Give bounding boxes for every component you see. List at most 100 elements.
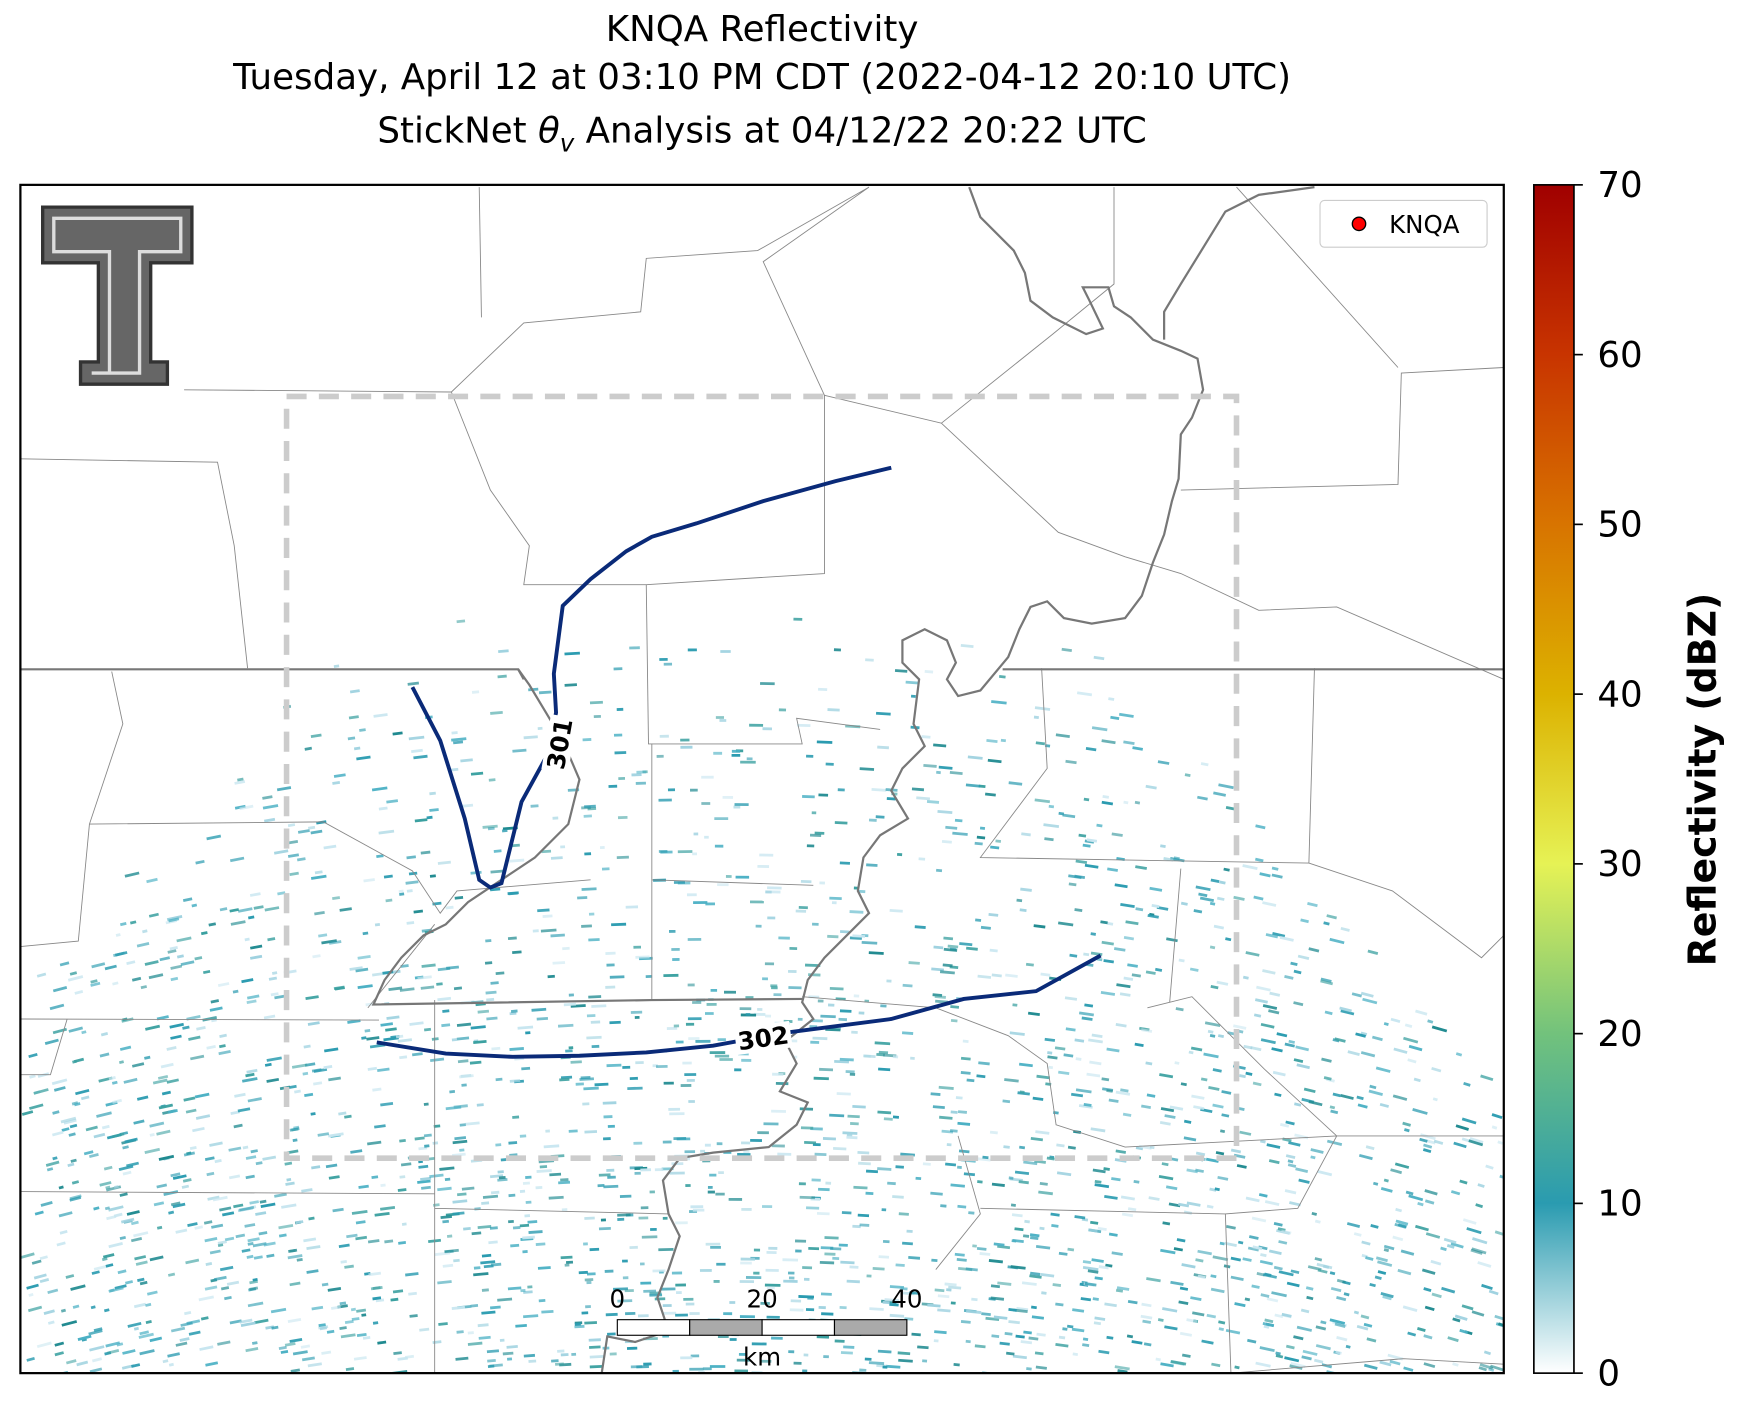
radar-echo (70, 1158, 77, 1163)
radar-echo (584, 1130, 598, 1134)
radar-echo (734, 803, 749, 807)
radar-echo (491, 1046, 501, 1051)
radar-echo (868, 951, 884, 955)
radar-echo (668, 1107, 681, 1111)
radar-echo (328, 1076, 341, 1082)
radar-echo (195, 1114, 211, 1120)
radar-echo (722, 795, 734, 799)
radar-echo (312, 954, 321, 959)
radar-echo (1293, 1335, 1304, 1341)
radar-echo (1259, 1259, 1273, 1266)
radar-echo (36, 972, 47, 978)
radar-echo (119, 922, 127, 927)
radar-echo (688, 1100, 695, 1103)
radar-echo (700, 1149, 706, 1153)
title-line-2: Tuesday, April 12 at 03:10 PM CDT (2022-… (232, 57, 1291, 98)
radar-echo (1010, 1265, 1026, 1270)
radar-echo (714, 1054, 730, 1058)
radar-echo (1289, 1364, 1303, 1370)
radar-echo (818, 1187, 830, 1192)
radar-echo (749, 900, 764, 904)
radar-echo (1461, 1117, 1477, 1125)
radar-echo (866, 863, 878, 867)
radar-echo (119, 1192, 128, 1197)
radar-echo (478, 1335, 491, 1340)
radar-echo (927, 1303, 941, 1308)
radar-echo (266, 1077, 280, 1083)
radar-echo (1047, 1055, 1058, 1060)
radar-echo (1234, 1302, 1246, 1308)
radar-echo (606, 1063, 622, 1068)
radar-echo (1090, 951, 1103, 957)
radar-echo (26, 1283, 39, 1290)
radar-echo (1395, 1207, 1403, 1213)
analysis-domain (283, 393, 1240, 1161)
radar-echo (851, 1030, 858, 1034)
radar-echo (539, 1165, 548, 1169)
radar-echo (975, 918, 982, 922)
radar-echo (501, 829, 508, 833)
radar-echo (1233, 1024, 1247, 1030)
radar-echo (885, 1364, 901, 1369)
radar-echo (519, 1134, 527, 1138)
radar-echo (338, 1243, 350, 1248)
radar-echo (600, 1218, 606, 1222)
radar-echo (484, 961, 493, 965)
radar-echo (662, 1140, 672, 1144)
radar-echo (762, 727, 773, 731)
radar-echo (1197, 1249, 1212, 1256)
radar-echo (1248, 1235, 1259, 1240)
radar-echo (560, 1178, 569, 1182)
radar-echo (808, 1246, 820, 1251)
radar-echo (739, 1280, 755, 1284)
radar-echo (237, 907, 253, 913)
radar-echo (260, 1202, 276, 1208)
radar-echo (445, 1105, 462, 1111)
radar-echo (764, 962, 775, 966)
radar-echo (1213, 791, 1227, 797)
radar-echo (1397, 1268, 1412, 1276)
radar-echo (1078, 1011, 1094, 1017)
radar-echo (750, 1139, 762, 1142)
radar-echo (187, 1222, 198, 1227)
radar-echo (957, 1121, 971, 1126)
radar-echo (255, 1161, 263, 1166)
radar-echo (429, 1173, 444, 1178)
radar-echo (622, 1259, 628, 1263)
radar-echo (542, 914, 553, 918)
radar-echo (793, 617, 803, 621)
radar-echo (1377, 1260, 1393, 1267)
radar-echo (934, 1288, 945, 1293)
radar-echo (1408, 1194, 1424, 1202)
radar-echo (328, 1175, 340, 1180)
radar-echo (547, 974, 555, 979)
radar-echo (1340, 926, 1350, 932)
radar-echo (51, 1078, 68, 1086)
radar-echo (1207, 1029, 1214, 1034)
radar-echo (302, 1071, 309, 1076)
radar-echo (123, 1077, 138, 1084)
radar-echo (183, 1151, 196, 1157)
radar-echo (1263, 1324, 1270, 1329)
radar-echo (313, 1081, 323, 1086)
radar-echo (1230, 1148, 1242, 1154)
logo (40, 205, 194, 386)
radar-echo (414, 818, 428, 823)
radar-echo (1255, 857, 1264, 863)
radar-echo (988, 913, 999, 917)
radar-echo (1094, 1179, 1102, 1184)
radar-echo (734, 1369, 749, 1373)
radar-echo (1339, 1006, 1352, 1013)
radar-echo (583, 814, 592, 818)
radar-echo (183, 1096, 196, 1102)
radar-echo (1004, 1078, 1019, 1083)
radar-echo (723, 1312, 733, 1316)
radar-echo (550, 856, 563, 860)
radar-echo (1358, 1153, 1373, 1161)
radar-echo (149, 1255, 164, 1262)
radar-echo (1368, 1089, 1383, 1096)
radar-echo (361, 1036, 367, 1040)
radar-echo (847, 1114, 860, 1119)
radar-echo (219, 1044, 226, 1049)
